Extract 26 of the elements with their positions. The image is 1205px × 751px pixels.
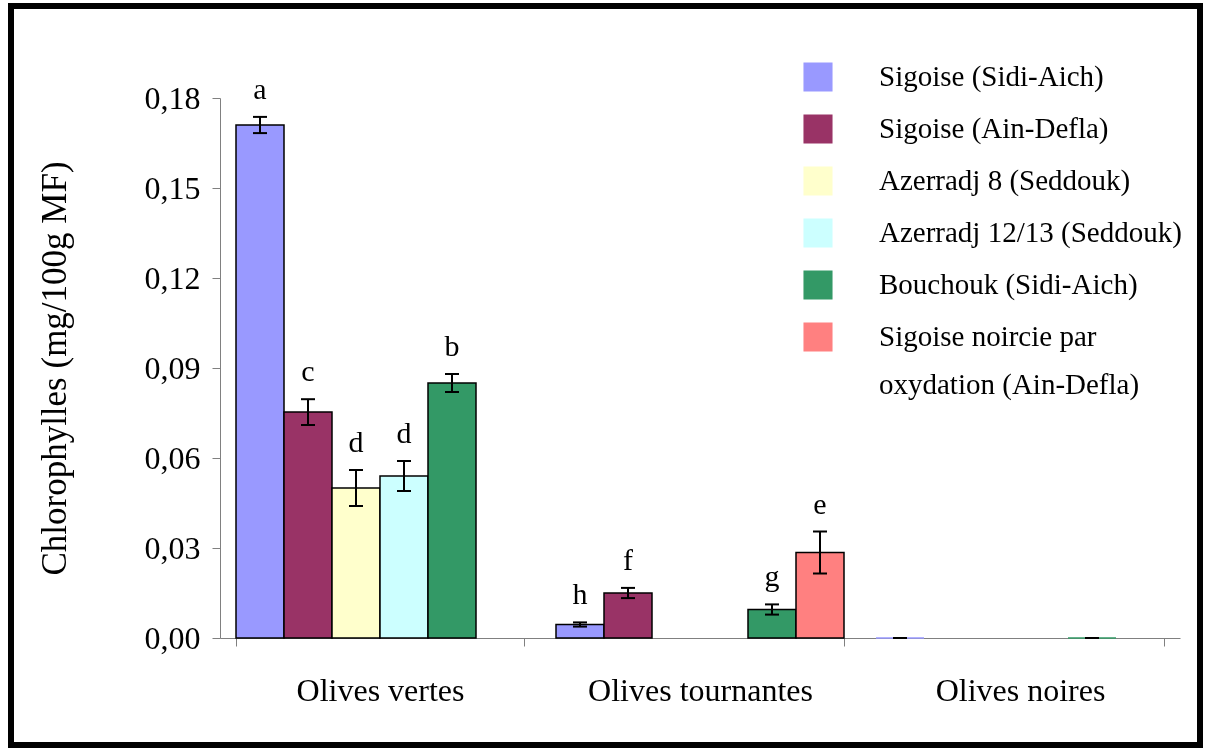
y-tick-label: 0,09 — [144, 349, 201, 386]
x-tick-label: Olives vertes — [296, 671, 465, 708]
y-tick-label: 0,03 — [144, 529, 201, 566]
data-label: c — [301, 354, 315, 388]
y-axis-title: Chlorophylles (mg/100g MF) — [34, 161, 74, 576]
data-label: d — [396, 416, 412, 449]
data-label: d — [348, 425, 364, 458]
x-tick-label: Olives tournantes — [588, 671, 813, 708]
y-tick-label: 0,00 — [144, 619, 201, 656]
data-label: f — [623, 542, 633, 576]
data-label: e — [813, 486, 827, 520]
y-tick-label: 0,12 — [144, 259, 201, 296]
legend-label: Sigoise (Ain-Defla) — [879, 112, 1109, 145]
legend-label: Azerradj 8 (Seddouk) — [879, 164, 1131, 197]
y-tick-label: 0,18 — [144, 79, 201, 116]
y-tick-label: 0,06 — [144, 439, 201, 476]
y-tick-label: 0,15 — [144, 169, 201, 206]
legend-label: Sigoise (Sidi-Aich) — [879, 60, 1104, 93]
data-label: b — [444, 329, 460, 362]
legend-label: Azerradj 12/13 (Seddouk) — [879, 216, 1182, 249]
legend-label: Sigoise noircie par oxydation (Ain-Defla) — [879, 320, 1140, 401]
legend-label: Bouchouk (Sidi-Aich) — [879, 268, 1138, 301]
data-label: h — [572, 577, 588, 611]
data-label: a — [253, 71, 267, 105]
data-label: g — [764, 559, 780, 593]
x-tick-label: Olives noires — [935, 671, 1106, 708]
